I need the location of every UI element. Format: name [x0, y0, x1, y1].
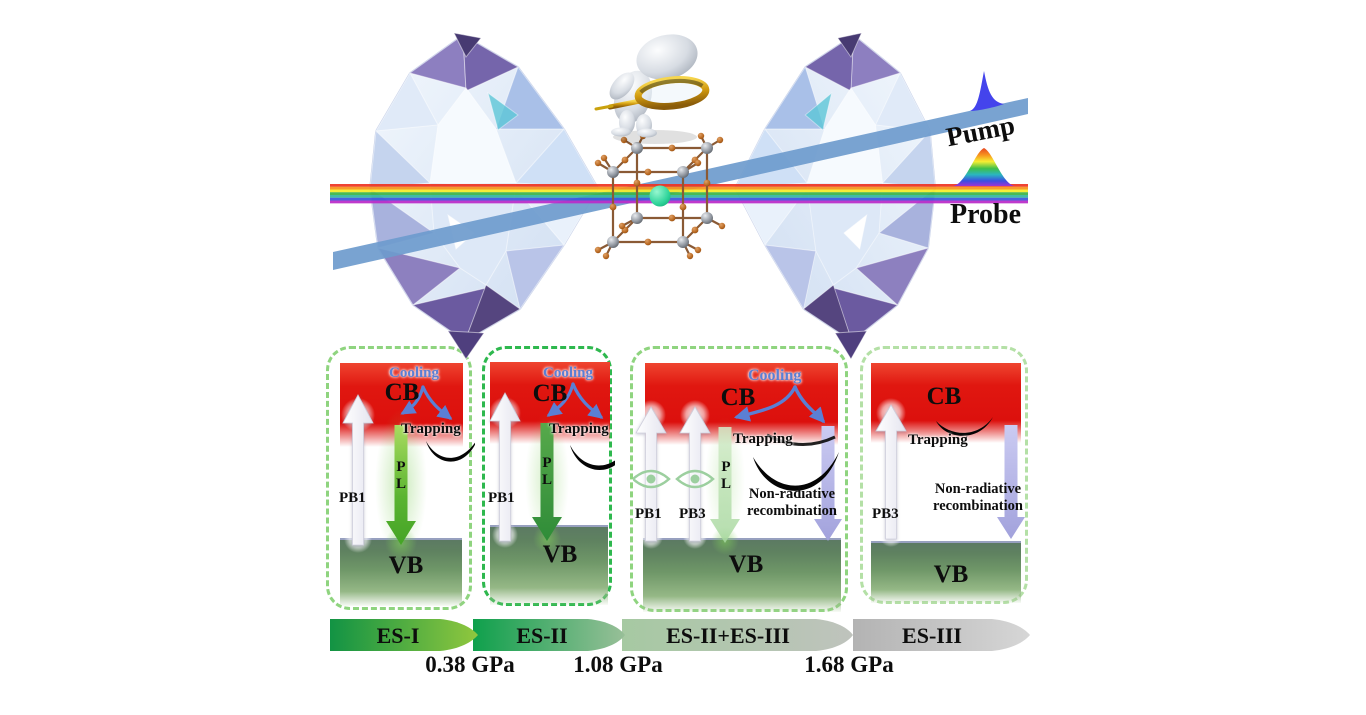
regime-arrow-es2-es3 [622, 619, 853, 651]
trap-state-crescent-icon [426, 441, 475, 462]
band-diagram-panel-es1: Cooling CB Trapping PB1 P L VB [326, 346, 475, 610]
pl-label: P L [392, 459, 410, 493]
cooling-arrow-icon [400, 385, 453, 420]
perovskite-crystal-icon [594, 132, 726, 260]
probe-stripe-blue [330, 197, 1028, 201]
regime-arrow-es3 [853, 619, 1030, 651]
pl-emission-arrow-faded [710, 427, 740, 543]
pb3-label: PB3 [872, 506, 899, 522]
trap-state-crescent-icon [570, 445, 615, 470]
panel-es1-graphics [341, 385, 475, 559]
pb1-label: PB1 [635, 506, 662, 522]
probe-beam [330, 184, 1028, 204]
trap-state-crescent-icon [753, 433, 839, 491]
valence-band [871, 541, 1021, 603]
panel-es2-graphics [489, 382, 615, 553]
probe-stripe-yellow [330, 189, 1028, 193]
pressure-regime-arrows [330, 619, 1030, 651]
pb3-bleach-arrow [875, 404, 907, 540]
regime-label-es3: ES-III [902, 623, 962, 648]
trapping-label: Trapping [401, 421, 461, 437]
pb3-label: PB3 [679, 506, 706, 522]
nonradiative-recombination-arrow [814, 426, 842, 541]
cooling-label: Cooling [389, 365, 440, 381]
trapping-label: Trapping [908, 432, 968, 448]
observer-with-gold-magnifier-icon [594, 34, 710, 144]
regime-label-es1: ES-I [376, 623, 420, 648]
trap-state-crescent-icon [936, 417, 993, 436]
pump-pulse-peak-icon [970, 71, 1004, 111]
observation-eye-icon [675, 469, 715, 489]
pl-letter-p: P [721, 459, 731, 475]
band-diagram-panel-es2: Cooling CB Trapping PB1 P L VB [482, 346, 615, 606]
nonradiative-label: Non-radiative recombination [735, 486, 849, 520]
cb-label: CB [384, 379, 420, 406]
nonradiative-line2: recombination [747, 503, 837, 519]
probe-stripe-green [330, 192, 1028, 196]
cooling-label: Cooling [748, 367, 802, 384]
pl-label: P L [717, 459, 735, 493]
pl-letter-l: L [395, 476, 406, 492]
cb-label: CB [926, 383, 962, 410]
band-diagram-panel-es3: CB Trapping PB3 Non-radiative recombinat… [860, 346, 1028, 604]
cooling-arrow-icon [733, 385, 826, 424]
pl-letter-l: L [720, 476, 731, 492]
nonradiative-label: Non-radiative recombination [919, 481, 1037, 515]
cooling-arrow-icon [546, 382, 604, 419]
pump-beam [333, 98, 1028, 270]
trapping-label: Trapping [549, 421, 609, 437]
vb-label: VB [728, 551, 764, 578]
vb-label: VB [542, 541, 578, 568]
pl-emission-arrow [386, 425, 416, 545]
cb-label: CB [532, 380, 568, 407]
cb-label: CB [720, 384, 756, 411]
trapping-label: Trapping [733, 431, 793, 447]
probe-label: Probe [950, 199, 1022, 230]
band-diagram-panel-es2-es3: Cooling CB Trapping PB1 PB3 P L Non-radi… [630, 346, 848, 612]
cooling-label: Cooling [543, 365, 594, 381]
pressure-label-3: 1.68 GPa [804, 652, 894, 677]
nonradiative-line2: recombination [933, 498, 1023, 514]
probe-spectrum-peak-icon [953, 148, 1015, 186]
pl-letter-p: P [542, 455, 552, 471]
panel-es2-es3-graphics [633, 385, 842, 555]
vb-label: VB [388, 552, 424, 579]
regime-label-es2: ES-II [516, 623, 568, 648]
regime-arrow-es1 [330, 619, 478, 651]
probe-stripe-magenta [330, 200, 1028, 204]
probe-stripe-orange [330, 186, 1028, 190]
probe-stripe-red [330, 184, 1028, 187]
pl-letter-p: P [396, 459, 406, 475]
pl-emission-arrow [532, 423, 562, 541]
diamond-anvil-left-icon [369, 32, 599, 360]
pb1-label: PB1 [339, 490, 366, 506]
pump-label: Pump [943, 109, 1018, 153]
regime-label-es2-es3: ES-II+ES-III [666, 623, 790, 648]
pressure-label-1: 0.38 GPa [425, 652, 515, 677]
probe-stripe-teal [330, 195, 1028, 198]
nonradiative-recombination-arrow [997, 425, 1025, 539]
pressure-label-2: 1.08 GPa [573, 652, 663, 677]
observation-eye-icon [633, 469, 671, 489]
vb-label: VB [933, 561, 969, 588]
panel-es3-graphics [875, 398, 1025, 547]
pl-letter-l: L [541, 472, 552, 488]
pb1-bleach-arrow [342, 394, 374, 546]
regime-arrow-es2 [473, 619, 625, 651]
pb1-bleach-arrow [635, 406, 667, 542]
nonradiative-line1: Non-radiative [934, 481, 1022, 497]
pb1-bleach-arrow [489, 392, 521, 542]
nonradiative-line1: Non-radiative [748, 486, 836, 502]
pb1-label: PB1 [488, 490, 515, 506]
valence-band [643, 538, 841, 612]
diamond-anvil-right-icon [734, 32, 936, 360]
pb3-bleach-arrow [679, 406, 711, 542]
pl-label: P L [538, 455, 556, 489]
diamond-anvil-scene [330, 32, 1028, 360]
